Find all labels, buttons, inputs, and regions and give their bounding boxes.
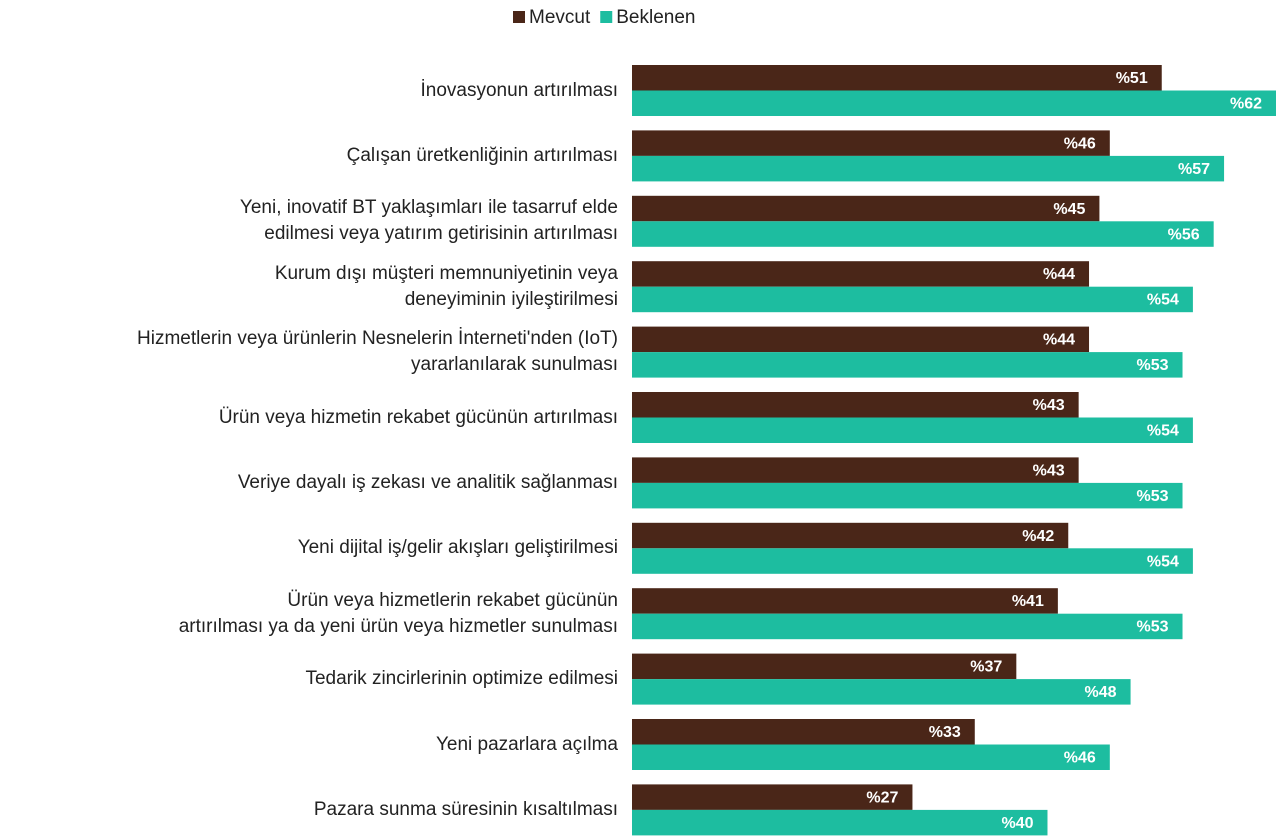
value-label: %62 bbox=[1230, 95, 1262, 112]
value-label: %37 bbox=[970, 659, 1002, 676]
bar bbox=[632, 326, 1090, 353]
value-label: %27 bbox=[866, 789, 898, 806]
value-label: %43 bbox=[1033, 397, 1065, 414]
bar bbox=[632, 286, 1193, 313]
value-label: %40 bbox=[1001, 815, 1033, 832]
value-label: %41 bbox=[1012, 593, 1044, 610]
category-label: İnovasyonun artırılması bbox=[420, 79, 618, 101]
value-label: %44 bbox=[1043, 266, 1075, 283]
bar bbox=[632, 130, 1110, 156]
value-label: %54 bbox=[1147, 553, 1179, 570]
category-label: Yeni dijital iş/gelir akışları geliştiri… bbox=[297, 537, 618, 559]
value-label: %54 bbox=[1147, 422, 1179, 439]
bar bbox=[632, 65, 1162, 91]
value-label: %57 bbox=[1178, 161, 1210, 178]
bar bbox=[632, 784, 913, 810]
legend-swatch bbox=[600, 11, 613, 23]
bar bbox=[632, 352, 1183, 378]
value-label: %44 bbox=[1043, 332, 1075, 349]
bar bbox=[632, 588, 1058, 614]
bar bbox=[632, 719, 975, 745]
category-label: Hizmetlerin veya ürünlerin Nesnelerin İn… bbox=[137, 328, 618, 376]
bar bbox=[632, 457, 1079, 483]
bar bbox=[632, 155, 1225, 182]
bar bbox=[632, 653, 1017, 680]
bar bbox=[632, 392, 1079, 418]
value-label: %56 bbox=[1168, 226, 1200, 243]
category-label: Yeni pazarlara açılma bbox=[435, 733, 618, 755]
category-label: Veriye dayalı iş zekası ve analitik sağl… bbox=[237, 471, 618, 493]
bar bbox=[632, 221, 1214, 247]
category-label: Pazara sunma süresinin kısaltılması bbox=[313, 798, 618, 820]
bar bbox=[632, 679, 1131, 705]
value-label: %48 bbox=[1085, 684, 1117, 701]
category-label: Tedarik zincirlerinin optimize edilmesi bbox=[305, 668, 618, 690]
legend-swatch bbox=[513, 11, 525, 23]
value-label: %51 bbox=[1116, 70, 1148, 87]
bar bbox=[632, 809, 1048, 836]
bar bbox=[632, 613, 1183, 640]
category-label: Yeni, inovatif BT yaklaşımları ile tasar… bbox=[239, 197, 618, 245]
category-label: Ürün veya hizmetlerin rekabet gücünün ar… bbox=[178, 589, 618, 637]
legend-label: Mevcut bbox=[529, 7, 591, 28]
category-label: Çalışan üretkenliğinin artırılması bbox=[346, 144, 618, 166]
bar bbox=[632, 90, 1276, 116]
category-label: Ürün veya hizmetin rekabet gücünün artır… bbox=[218, 406, 618, 428]
bar bbox=[632, 195, 1100, 222]
bar bbox=[632, 522, 1069, 549]
value-label: %53 bbox=[1136, 488, 1168, 505]
bar bbox=[632, 261, 1090, 287]
value-label: %46 bbox=[1064, 749, 1096, 766]
value-label: %33 bbox=[929, 724, 961, 741]
value-label: %43 bbox=[1033, 462, 1065, 479]
bar bbox=[632, 548, 1193, 574]
value-label: %42 bbox=[1022, 528, 1054, 545]
value-label: %53 bbox=[1136, 619, 1168, 636]
bar bbox=[632, 744, 1110, 770]
value-label: %54 bbox=[1147, 292, 1179, 309]
value-label: %46 bbox=[1064, 135, 1096, 152]
category-label: Kurum dışı müşteri memnuniyetinin veya d… bbox=[274, 262, 618, 310]
bar bbox=[632, 482, 1183, 509]
bar bbox=[632, 417, 1193, 443]
legend-label: Beklenen bbox=[616, 7, 695, 28]
value-label: %53 bbox=[1136, 357, 1168, 374]
value-label: %45 bbox=[1053, 201, 1085, 218]
